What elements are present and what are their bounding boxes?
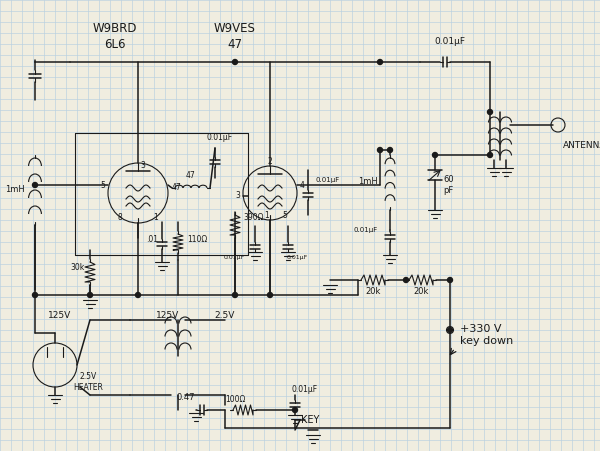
Circle shape xyxy=(487,110,493,115)
Text: 390Ω: 390Ω xyxy=(243,213,263,222)
Circle shape xyxy=(448,277,452,282)
Text: 2.5V
HEATER: 2.5V HEATER xyxy=(73,372,103,392)
Text: 4: 4 xyxy=(299,180,304,189)
Circle shape xyxy=(233,293,238,298)
Text: 0.01μF: 0.01μF xyxy=(354,227,378,233)
Text: 6L6: 6L6 xyxy=(104,37,126,51)
Circle shape xyxy=(388,147,392,152)
Circle shape xyxy=(433,152,437,157)
Text: 110Ω: 110Ω xyxy=(187,235,207,244)
Text: 5: 5 xyxy=(101,180,106,189)
Text: 1: 1 xyxy=(265,211,269,220)
Text: .01: .01 xyxy=(146,235,158,244)
Text: +330 V
key down: +330 V key down xyxy=(460,324,513,346)
Circle shape xyxy=(487,152,493,157)
Circle shape xyxy=(268,293,272,298)
Text: 30k: 30k xyxy=(71,263,85,272)
Circle shape xyxy=(136,293,140,298)
Text: 47: 47 xyxy=(227,37,242,51)
Text: 3: 3 xyxy=(236,192,241,201)
Text: KEY: KEY xyxy=(301,415,319,425)
Text: 1: 1 xyxy=(154,213,158,222)
Circle shape xyxy=(233,60,238,64)
Text: 0.01μF: 0.01μF xyxy=(434,37,466,46)
Text: 125V: 125V xyxy=(157,310,179,319)
Circle shape xyxy=(88,293,92,298)
Text: 20k: 20k xyxy=(365,287,380,296)
Circle shape xyxy=(32,183,37,188)
Text: 47: 47 xyxy=(171,184,181,193)
Text: 5: 5 xyxy=(283,211,287,220)
Circle shape xyxy=(32,293,37,298)
Text: 47: 47 xyxy=(186,171,196,180)
Text: 125V: 125V xyxy=(49,310,71,319)
Text: 0.47: 0.47 xyxy=(176,394,195,402)
Text: 2: 2 xyxy=(268,156,272,166)
Text: 60
pF: 60 pF xyxy=(443,175,454,195)
Text: 3: 3 xyxy=(140,161,145,170)
Text: 0.01μF: 0.01μF xyxy=(286,256,308,261)
Circle shape xyxy=(377,60,383,64)
Text: 1mH: 1mH xyxy=(5,185,25,194)
Text: 100Ω: 100Ω xyxy=(225,396,245,405)
Text: 20k: 20k xyxy=(413,287,428,296)
Circle shape xyxy=(377,147,383,152)
Text: ANTENNA: ANTENNA xyxy=(563,141,600,149)
Text: 0.01μF: 0.01μF xyxy=(292,386,318,395)
Text: 0.01μF: 0.01μF xyxy=(207,133,233,143)
Circle shape xyxy=(293,408,298,413)
Circle shape xyxy=(404,277,409,282)
Text: 8: 8 xyxy=(118,213,122,222)
Text: 2.5V: 2.5V xyxy=(215,310,235,319)
Text: 1mH: 1mH xyxy=(358,178,378,187)
Text: W9BRD: W9BRD xyxy=(93,22,137,34)
Text: 0.01μF: 0.01μF xyxy=(315,177,339,183)
Text: W9VES: W9VES xyxy=(214,22,256,34)
Circle shape xyxy=(448,327,452,332)
Text: 0.01μF: 0.01μF xyxy=(224,256,245,261)
